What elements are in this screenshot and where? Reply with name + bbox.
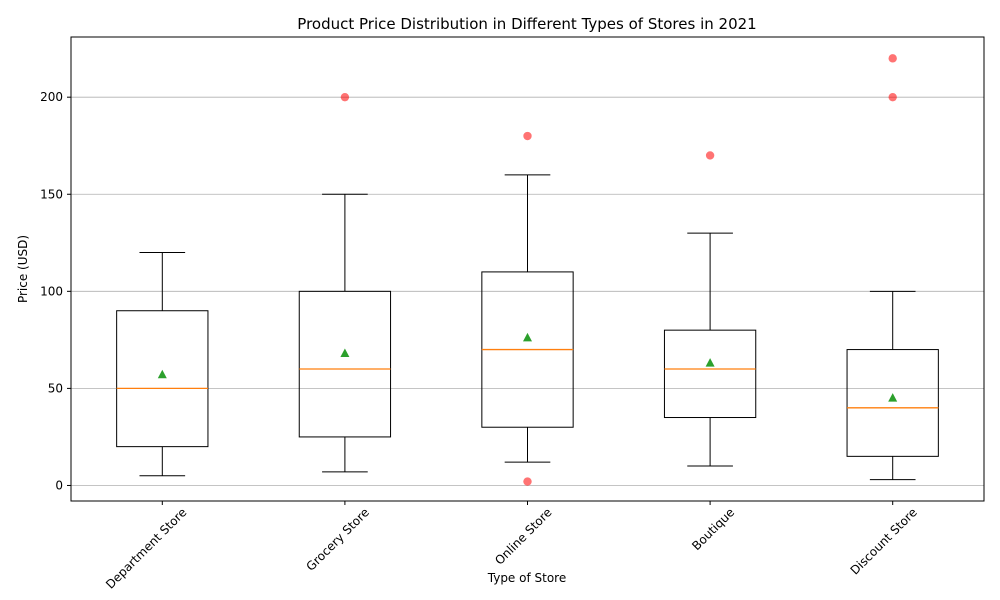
- mean-marker: [705, 358, 715, 367]
- iqr-box: [663, 329, 757, 419]
- outlier-point: [523, 477, 532, 486]
- iqr-box: [116, 310, 209, 448]
- x-tick-label: Boutique: [689, 505, 737, 553]
- mean-marker: [888, 393, 898, 402]
- y-tick-label: 0: [55, 478, 63, 492]
- outlier-point: [340, 92, 350, 102]
- box-group: [116, 251, 209, 477]
- mean-marker: [157, 369, 167, 379]
- outlier-point: [888, 54, 897, 63]
- y-tick-label: 50: [48, 381, 63, 395]
- grid-lines: [71, 96, 984, 486]
- mean-marker: [340, 348, 350, 357]
- x-tick-label: Online Store: [492, 505, 554, 567]
- outlier-point: [888, 92, 897, 102]
- chart-title: Product Price Distribution in Different …: [297, 15, 756, 33]
- y-tick-label: 100: [40, 284, 63, 298]
- x-tick-label: Discount Store: [848, 505, 920, 577]
- x-tick-label: Grocery Store: [304, 505, 372, 573]
- y-axis: 0 50 100 150 200: [40, 90, 71, 492]
- box-group: [298, 92, 392, 473]
- x-tick-label: Department Store: [103, 505, 189, 591]
- x-axis-label: Type of Store: [487, 571, 566, 585]
- box-group: [481, 131, 574, 486]
- outlier-point: [523, 131, 532, 141]
- iqr-box: [846, 349, 939, 457]
- mean-marker: [523, 332, 532, 342]
- outlier-point: [705, 151, 715, 160]
- y-tick-label: 200: [40, 90, 63, 104]
- box-group: [846, 54, 939, 481]
- box-plots: [116, 54, 939, 486]
- box-group: [663, 151, 757, 467]
- y-tick-label: 150: [40, 187, 63, 201]
- y-axis-label: Price (USD): [16, 235, 30, 303]
- iqr-box: [298, 290, 392, 438]
